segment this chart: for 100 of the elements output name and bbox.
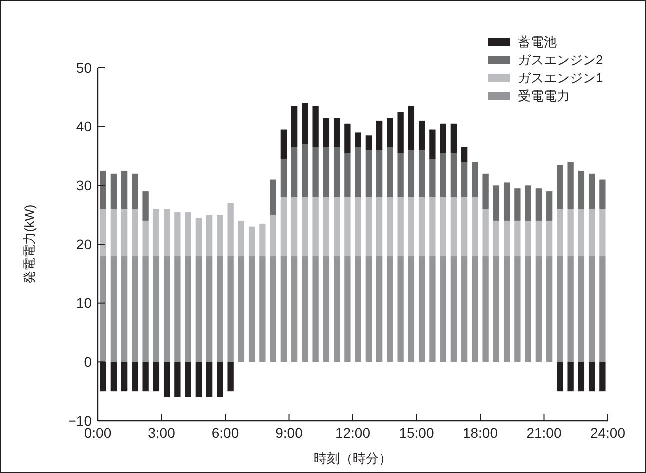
bar xyxy=(217,256,224,362)
bar xyxy=(228,256,234,362)
bar xyxy=(578,362,585,392)
legend-label: ガスエンジン1 xyxy=(518,70,604,86)
bar xyxy=(302,103,308,144)
bar xyxy=(568,256,574,362)
bar xyxy=(568,209,574,256)
bar xyxy=(546,256,553,362)
bar xyxy=(302,256,308,362)
bar xyxy=(440,124,446,154)
bar xyxy=(291,197,298,256)
bar xyxy=(174,256,181,362)
bar xyxy=(504,182,510,221)
bar xyxy=(493,220,500,256)
bar xyxy=(600,180,606,210)
y-axis-title: 発電電力(kW) xyxy=(22,204,37,284)
bar xyxy=(366,256,372,362)
bar xyxy=(280,159,288,198)
y-tick-label: 30 xyxy=(76,178,92,194)
bar xyxy=(514,220,521,256)
bar xyxy=(366,136,372,150)
bar xyxy=(100,170,106,210)
x-tick-label: 24:00 xyxy=(590,425,626,441)
bar xyxy=(217,215,224,256)
x-tick-label: 15:00 xyxy=(399,425,434,441)
bar xyxy=(418,150,426,198)
bar xyxy=(376,150,383,198)
bar xyxy=(387,147,394,198)
bar xyxy=(291,147,298,198)
x-tick-label: 6:00 xyxy=(212,425,240,441)
bar xyxy=(482,209,489,256)
bar xyxy=(323,118,330,148)
bar xyxy=(568,162,574,210)
y-tick-label: 20 xyxy=(76,236,92,252)
bar xyxy=(185,212,192,256)
bar xyxy=(493,186,500,221)
bar xyxy=(504,220,510,256)
bar xyxy=(355,256,362,362)
bar xyxy=(408,150,415,198)
bar xyxy=(600,362,606,392)
x-tick-label: 3:00 xyxy=(148,425,176,441)
bar xyxy=(291,106,298,148)
bar xyxy=(334,147,340,198)
bar xyxy=(344,197,351,256)
bar xyxy=(472,162,478,198)
bar xyxy=(387,256,394,362)
x-tick-label: 9:00 xyxy=(276,425,304,441)
bar xyxy=(164,209,170,256)
bar xyxy=(482,174,489,210)
bar xyxy=(578,256,585,362)
bar xyxy=(121,256,128,362)
bar xyxy=(132,209,138,256)
bar xyxy=(366,197,372,256)
bar xyxy=(206,256,213,362)
bar xyxy=(100,256,106,362)
bar xyxy=(461,197,468,256)
bar xyxy=(153,256,160,362)
bar xyxy=(110,174,118,210)
bar xyxy=(238,220,245,256)
bar xyxy=(174,362,181,398)
bar xyxy=(142,256,149,362)
bar xyxy=(418,256,426,362)
bar xyxy=(430,130,436,160)
bar xyxy=(280,130,288,160)
bar xyxy=(387,197,394,256)
y-tick-label: 50 xyxy=(76,60,92,76)
bar xyxy=(260,256,266,362)
bar xyxy=(206,362,213,398)
bar xyxy=(312,256,319,362)
bar xyxy=(461,162,468,198)
bar xyxy=(142,362,149,392)
bar xyxy=(110,362,118,392)
bar xyxy=(121,209,128,256)
bar xyxy=(440,197,446,256)
bar xyxy=(132,174,138,210)
bar xyxy=(153,362,160,392)
bar xyxy=(121,362,128,392)
bar xyxy=(418,197,426,256)
bar xyxy=(217,362,224,398)
bar xyxy=(387,118,394,148)
bar xyxy=(578,209,585,256)
bar xyxy=(450,256,458,362)
bar xyxy=(344,153,351,198)
bar xyxy=(568,362,574,392)
bar xyxy=(248,226,256,256)
bar xyxy=(398,197,404,256)
bar xyxy=(312,106,319,148)
bar xyxy=(164,256,170,362)
bar xyxy=(334,197,340,256)
bar xyxy=(557,165,564,210)
bar xyxy=(536,188,542,221)
bar xyxy=(557,209,564,256)
bar xyxy=(312,197,319,256)
bar xyxy=(588,256,596,362)
bar xyxy=(430,159,436,198)
bar xyxy=(228,203,234,256)
bar xyxy=(600,209,606,256)
bar xyxy=(398,153,404,198)
bar xyxy=(546,192,553,221)
bar xyxy=(206,215,213,256)
